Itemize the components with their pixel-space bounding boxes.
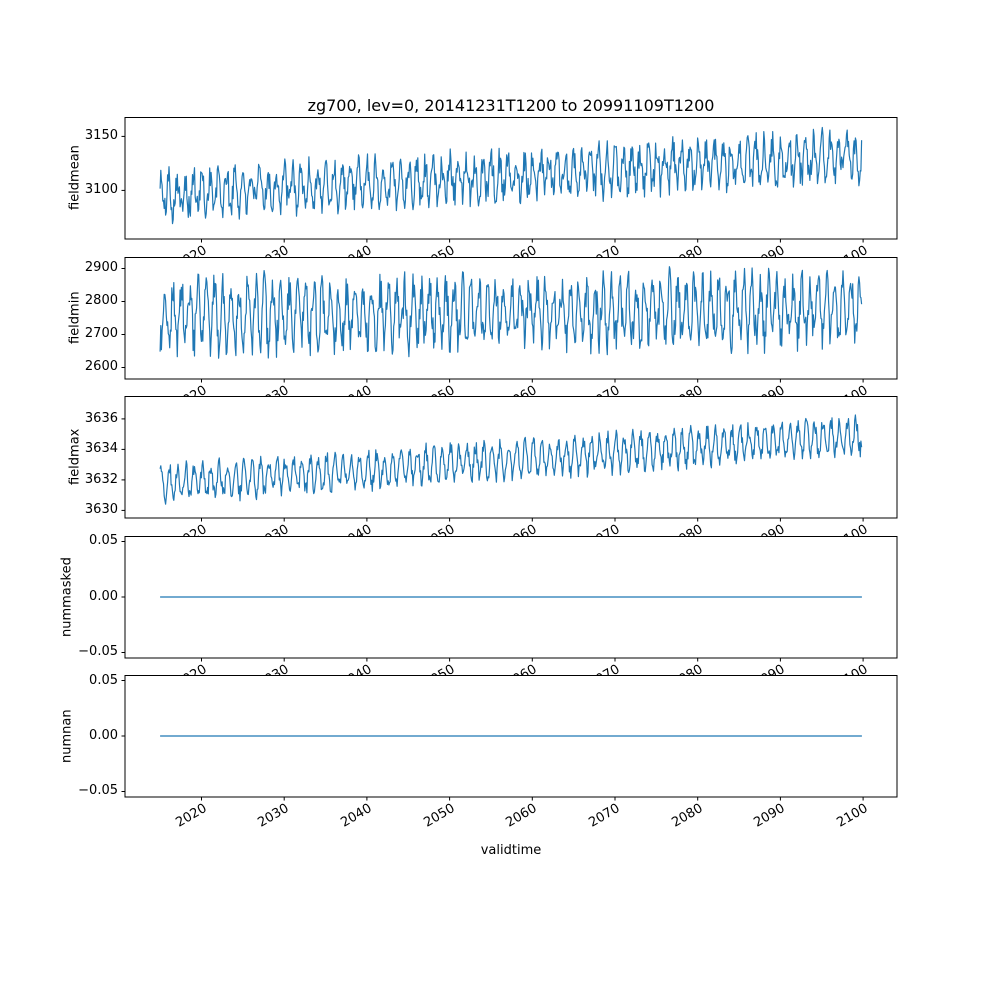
x-tick-label: 2100 [834,522,871,552]
x-tick-label: 2040 [338,382,375,413]
x-axis-label: validtime [480,843,542,858]
y-tick-label: 3634 [84,441,118,457]
x-tick-label: 2100 [834,661,871,692]
x-tick-label: 2100 [834,801,871,831]
y-axis-label: fieldmax [67,428,83,486]
y-axis-label: nummasked [59,556,75,637]
x-tick-label: 2080 [669,382,706,413]
x-tick-label: 2040 [338,243,375,273]
x-tick-label: 2040 [338,801,375,831]
x-tick-label: 2020 [172,522,209,552]
y-tick-label: 3150 [84,128,118,144]
y-tick-label: 3100 [84,182,118,198]
x-tick-label: 2100 [834,382,871,413]
y-tick-label: 3630 [84,502,118,518]
y-tick-label: 3632 [84,471,118,487]
x-tick-label: 2020 [172,382,209,413]
x-tick-label: 2070 [586,661,623,692]
x-tick-label: 2070 [586,382,623,413]
y-axis-label: numnan [59,709,75,763]
x-tick-label: 2060 [503,661,540,692]
x-tick-label: 2040 [338,661,375,692]
x-tick-label: 2050 [420,382,458,413]
y-tick-label: 0.05 [89,672,118,688]
y-axis-label: fieldmin [67,291,83,344]
x-tick-label: 2030 [255,522,292,552]
x-tick-label: 2070 [586,522,623,552]
x-tick-label: 2100 [834,243,871,273]
y-tick-label: −0.05 [78,643,118,659]
x-tick-label: 2090 [751,522,788,552]
series-line-fieldmax [159,414,863,505]
y-axis-label: fieldmean [67,145,83,211]
x-tick-label: 2090 [751,382,788,413]
line-chart-numnan [121,675,898,801]
x-tick-label: 2040 [338,522,375,552]
x-tick-label: 2060 [503,801,540,831]
x-tick-label: 2050 [420,522,458,552]
x-tick-label: 2030 [255,801,292,831]
x-tick-label: 2080 [669,661,706,692]
figure-title: zg700, lev=0, 20141231T1200 to 20991109T… [307,96,715,115]
y-tick-label: −0.05 [78,783,118,799]
x-tick-label: 2090 [751,661,788,692]
x-tick-label: 2090 [751,801,788,831]
y-tick-label: 0.00 [89,588,118,604]
series-line-fieldmean [159,126,863,225]
line-chart-fieldmax [121,396,898,522]
x-tick-label: 2050 [420,243,458,273]
x-tick-label: 2080 [669,243,706,273]
y-tick-label: 2800 [84,293,118,308]
x-tick-label: 2080 [669,522,706,552]
y-tick-label: 3636 [84,410,118,426]
x-tick-label: 2090 [751,243,788,273]
x-tick-label: 2070 [586,801,623,831]
line-chart-fieldmin [121,256,898,382]
x-tick-label: 2020 [172,801,209,831]
x-tick-label: 2050 [420,661,458,692]
x-tick-label: 2060 [503,522,540,552]
series-line-fieldmin [159,265,863,359]
y-tick-label: 0.00 [89,728,118,743]
x-tick-label: 2030 [255,382,292,413]
x-tick-label: 2020 [172,661,209,692]
x-tick-label: 2050 [420,801,458,831]
y-tick-label: 2900 [84,260,118,276]
line-chart-fieldmean [121,117,898,243]
x-tick-label: 2030 [255,243,292,273]
x-tick-label: 2070 [586,243,623,273]
x-tick-label: 2060 [503,243,540,273]
line-chart-nummasked [121,535,898,661]
x-tick-label: 2080 [669,801,706,831]
y-tick-label: 2700 [84,325,118,341]
y-tick-label: 0.05 [89,533,118,549]
x-tick-label: 2060 [503,382,540,413]
x-tick-label: 2020 [172,243,209,273]
y-tick-label: 2600 [84,358,118,374]
x-tick-label: 2030 [255,661,292,692]
